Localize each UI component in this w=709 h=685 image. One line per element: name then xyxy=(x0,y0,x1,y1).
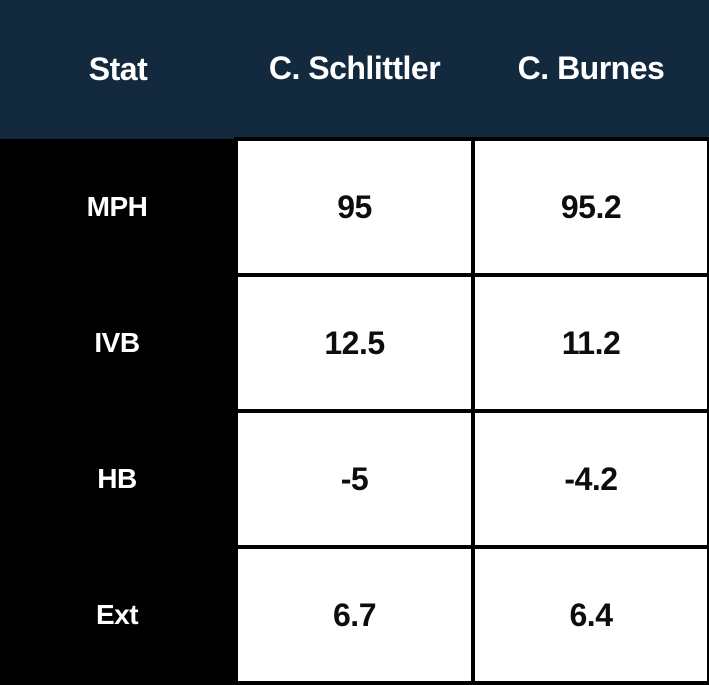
stat-label-hb: HB xyxy=(0,411,236,547)
stat-label-ext: Ext xyxy=(0,547,236,683)
table-row-mph: MPH 95 95.2 xyxy=(0,137,709,277)
stat-label-mph: MPH xyxy=(0,139,236,275)
value-burnes-hb: -4.2 xyxy=(471,409,709,549)
table-row-ext: Ext 6.7 6.4 xyxy=(0,545,709,685)
value-schlittler-hb: -5 xyxy=(234,409,475,549)
stat-label-ivb: IVB xyxy=(0,275,236,411)
table-header-row: Stat C. Schlittler C. Burnes xyxy=(0,0,709,139)
value-schlittler-ext: 6.7 xyxy=(234,545,475,685)
value-burnes-mph: 95.2 xyxy=(471,137,709,277)
value-burnes-ext: 6.4 xyxy=(471,545,709,685)
header-cell-stat: Stat xyxy=(0,0,236,139)
table-row-ivb: IVB 12.5 11.2 xyxy=(0,273,709,413)
value-schlittler-mph: 95 xyxy=(234,137,475,277)
header-cell-burnes: C. Burnes xyxy=(473,0,709,139)
header-cell-schlittler: C. Schlittler xyxy=(236,0,473,139)
value-schlittler-ivb: 12.5 xyxy=(234,273,475,413)
table-row-hb: HB -5 -4.2 xyxy=(0,409,709,549)
value-burnes-ivb: 11.2 xyxy=(471,273,709,413)
